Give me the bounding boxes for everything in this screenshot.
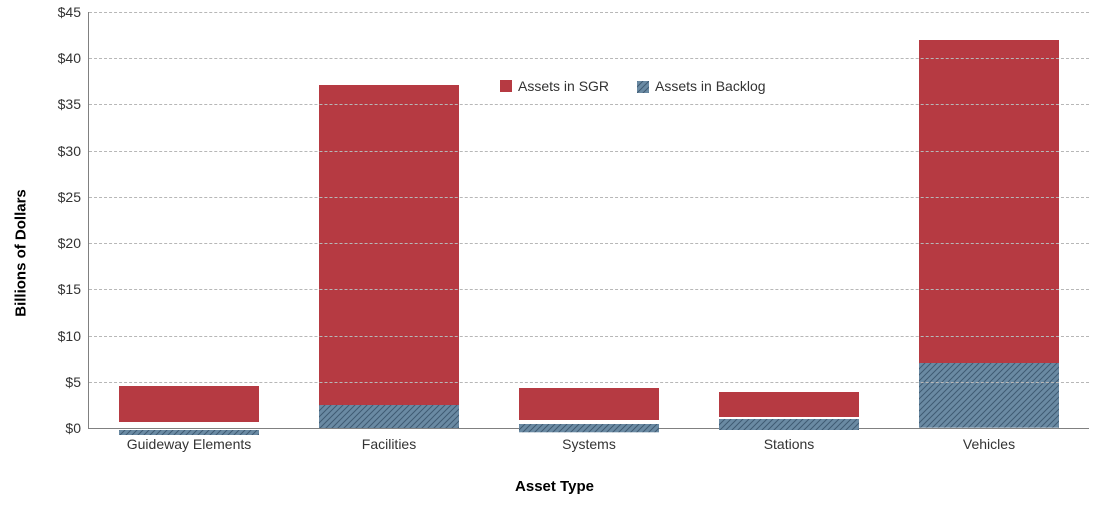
legend: Assets in SGR Assets in Backlog <box>500 78 766 94</box>
y-tick-label: $45 <box>58 4 89 20</box>
y-tick-label: $0 <box>65 420 89 436</box>
bar-stack <box>319 85 459 428</box>
gridline <box>89 12 1089 13</box>
gridline <box>89 58 1089 59</box>
y-tick-label: $30 <box>58 143 89 159</box>
x-tick-label: Vehicles <box>963 428 1015 452</box>
legend-item-backlog: Assets in Backlog <box>637 78 766 94</box>
x-tick-label: Guideway Elements <box>127 428 252 452</box>
bar-stack <box>119 386 259 429</box>
y-tick-label: $25 <box>58 189 89 205</box>
bar-slot: Guideway Elements <box>89 12 289 428</box>
plot-area: Guideway ElementsFacilitiesSystemsStatio… <box>88 12 1089 429</box>
bar-segment-sgr <box>919 40 1059 364</box>
x-axis-title: Asset Type <box>515 478 594 495</box>
gridline <box>89 243 1089 244</box>
bar-stack <box>719 392 859 428</box>
y-axis-title: Billions of Dollars <box>12 189 29 317</box>
bar-segment-sgr <box>319 85 459 405</box>
gridline <box>89 382 1089 383</box>
bar-segment-backlog <box>719 417 859 428</box>
bar-segment-sgr <box>119 386 259 423</box>
bar-slot: Vehicles <box>889 12 1089 428</box>
bar-slot: Systems <box>489 12 689 428</box>
gridline <box>89 197 1089 198</box>
y-tick-label: $40 <box>58 50 89 66</box>
gridline <box>89 336 1089 337</box>
bar-segment-backlog <box>519 420 659 428</box>
legend-swatch-backlog <box>637 80 649 92</box>
x-tick-label: Systems <box>562 428 616 452</box>
y-tick-label: $20 <box>58 235 89 251</box>
legend-swatch-sgr <box>500 80 512 92</box>
bar-segment-backlog <box>319 405 459 428</box>
chart-container: Billions of Dollars Guideway ElementsFac… <box>0 0 1109 506</box>
bar-segment-backlog <box>919 363 1059 428</box>
bar-slot: Facilities <box>289 12 489 428</box>
bar-segment-sgr <box>719 392 859 417</box>
x-tick-label: Facilities <box>362 428 416 452</box>
bars-row: Guideway ElementsFacilitiesSystemsStatio… <box>89 12 1089 428</box>
bar-stack <box>519 388 659 428</box>
gridline <box>89 289 1089 290</box>
y-tick-label: $35 <box>58 96 89 112</box>
gridline <box>89 151 1089 152</box>
bar-segment-sgr <box>519 388 659 419</box>
legend-label: Assets in Backlog <box>655 78 766 94</box>
y-tick-label: $10 <box>58 328 89 344</box>
y-tick-label: $5 <box>65 374 89 390</box>
legend-item-sgr: Assets in SGR <box>500 78 609 94</box>
bar-stack <box>919 40 1059 428</box>
bar-slot: Stations <box>689 12 889 428</box>
legend-label: Assets in SGR <box>518 78 609 94</box>
gridline <box>89 104 1089 105</box>
x-tick-label: Stations <box>764 428 815 452</box>
y-tick-label: $15 <box>58 281 89 297</box>
